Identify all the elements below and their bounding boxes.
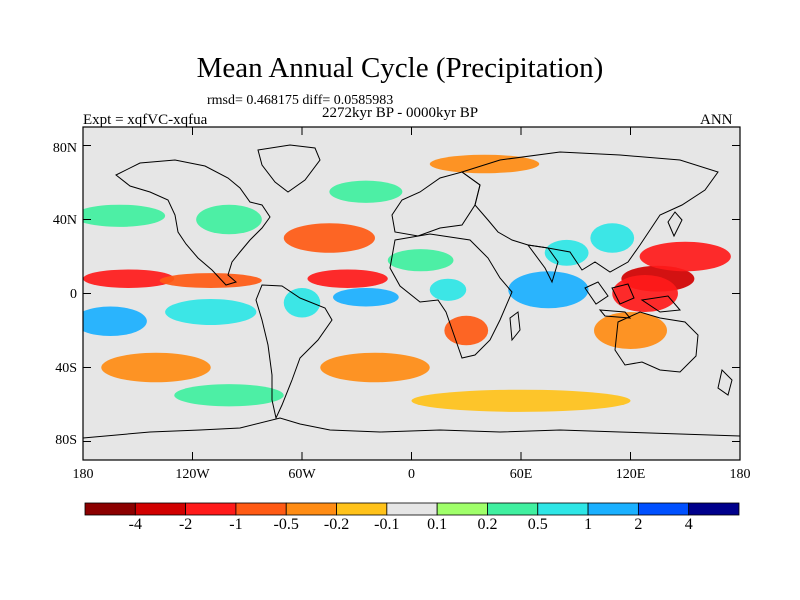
region-southern-ocean — [411, 389, 631, 412]
colorbar-swatch — [134, 502, 187, 516]
region-south-pacific-mid — [101, 352, 211, 383]
colorbar-swatch — [84, 502, 136, 516]
colorbar-level-label: -0.5 — [273, 516, 299, 533]
region-amazon — [283, 287, 321, 318]
colorbar-swatch — [587, 502, 639, 516]
x-tick-label: 180 — [72, 467, 94, 482]
region-south-atlantic-mid — [320, 352, 430, 383]
region-south-pacific-convergence — [83, 306, 147, 337]
colorbar-swatch — [336, 502, 388, 516]
page-title: Mean Annual Cycle (Precipitation) — [196, 52, 604, 84]
colorbar-level-label: 1 — [584, 516, 593, 533]
colorbar-swatch — [537, 502, 589, 516]
x-tick-label: 60E — [509, 467, 533, 482]
colorbar-level-label: 0.1 — [427, 516, 448, 533]
x-tick-label: 0 — [408, 467, 415, 482]
x-tick-label: 120E — [615, 467, 646, 482]
y-tick-label: 40N — [52, 213, 77, 228]
colorbar-level-label: -0.1 — [374, 516, 400, 533]
y-tick-label: 80N — [52, 141, 77, 156]
y-tick-label: 80S — [55, 433, 77, 448]
colorbar-level-label: 4 — [684, 516, 693, 533]
region-central-pacific-itcz — [83, 269, 175, 288]
colorbar-level-label: 0.5 — [527, 516, 548, 533]
y-tick-label: 40S — [55, 361, 77, 376]
colorbar — [84, 502, 740, 516]
region-equatorial-atlantic — [333, 287, 399, 307]
season-label: ANN — [700, 112, 733, 128]
colorbar-swatch — [688, 502, 740, 516]
region-china — [590, 223, 635, 253]
region-maritime-continent — [612, 275, 678, 312]
region-indian-ocean — [508, 271, 589, 309]
colorbar-level-label: -0.2 — [323, 516, 350, 533]
x-tick-label: 180 — [729, 467, 751, 482]
region-north-america — [196, 204, 262, 235]
region-north-africa-sahel — [387, 249, 454, 272]
region-south-pacific-east — [165, 299, 257, 325]
period-label: 2272kyr BP - 0000kyr BP — [322, 105, 479, 121]
coastlines — [83, 144, 740, 439]
colorbar-level-label: -2 — [178, 516, 193, 533]
x-tick-label: 60W — [288, 467, 316, 482]
region-east-pacific-itcz — [159, 273, 262, 288]
region-arctic-europe — [429, 154, 540, 174]
anomaly-regions — [83, 154, 731, 412]
colorbar-level-label: -4 — [128, 516, 142, 533]
region-western-australia — [594, 312, 667, 349]
x-tick-label: 120W — [175, 467, 210, 482]
colorbar-swatch — [386, 502, 438, 516]
stats-label: rmsd= 0.468175 diff= 0.0585983 — [207, 93, 394, 108]
colorbar-swatch — [185, 502, 237, 516]
region-southern-ocean-pacific — [174, 384, 284, 407]
region-equatorial-africa — [429, 278, 467, 301]
colorbar-swatch — [436, 502, 488, 516]
colorbar-level-label: -1 — [229, 516, 243, 533]
region-subtropical-north-atlantic — [283, 223, 375, 253]
colorbar-level-label: 2 — [634, 516, 643, 533]
region-north-atlantic-storm-track — [329, 180, 403, 203]
colorbar-swatch — [235, 502, 287, 516]
region-southern-africa — [444, 315, 489, 346]
axis-ticks — [82, 127, 741, 460]
colorbar-swatch — [285, 502, 337, 516]
region-east-asia-north-pacific — [639, 241, 731, 272]
experiment-label: Expt = xqfVC-xqfua — [83, 112, 208, 128]
colorbar-swatch — [487, 502, 539, 516]
region-north-pacific-storm-track — [83, 204, 166, 227]
colorbar-swatch — [637, 502, 690, 516]
colorbar-level-label: 0.2 — [477, 516, 498, 533]
y-tick-label: 0 — [70, 287, 77, 302]
region-tropical-atlantic-north — [307, 269, 388, 288]
